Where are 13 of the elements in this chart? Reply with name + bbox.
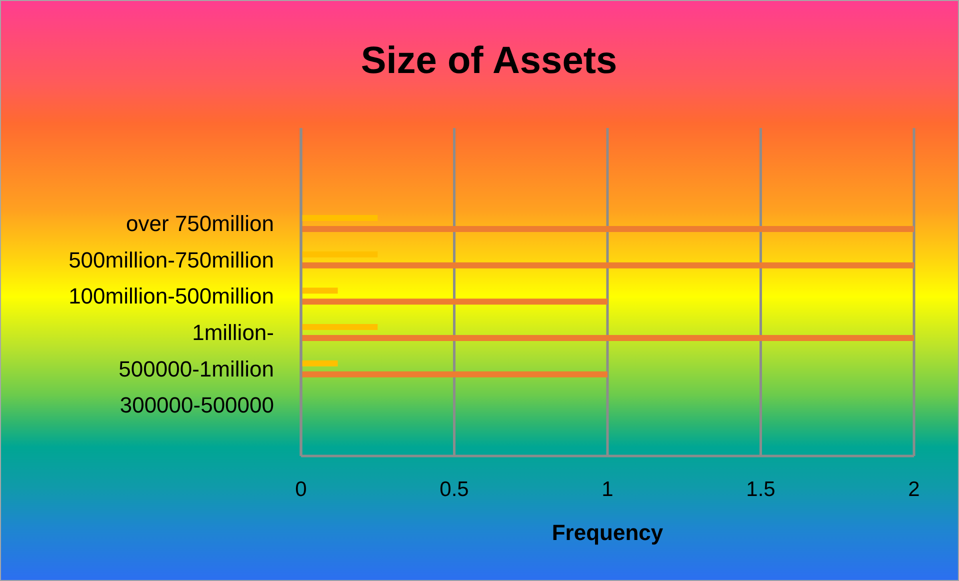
y-tick-label: over 750million	[126, 210, 274, 236]
y-tick-label: 500million-750million	[68, 247, 274, 272]
y-tick-label: 300000-500000	[120, 392, 274, 418]
x-tick-label: 0	[295, 478, 307, 501]
x-axis-title: Frequency	[550, 519, 664, 547]
y-tick-label: 1million-	[192, 320, 274, 345]
x-tick-label: 2	[908, 478, 920, 501]
x-tick-label: 0.5	[440, 478, 469, 501]
y-tick-label: 500000-1million	[118, 356, 274, 382]
x-tick-label: 1	[602, 478, 614, 501]
chart-title: Size of Assets	[360, 39, 618, 84]
x-tick-label: 1.5	[746, 478, 776, 501]
y-tick-label: 100million-500million	[68, 284, 274, 309]
